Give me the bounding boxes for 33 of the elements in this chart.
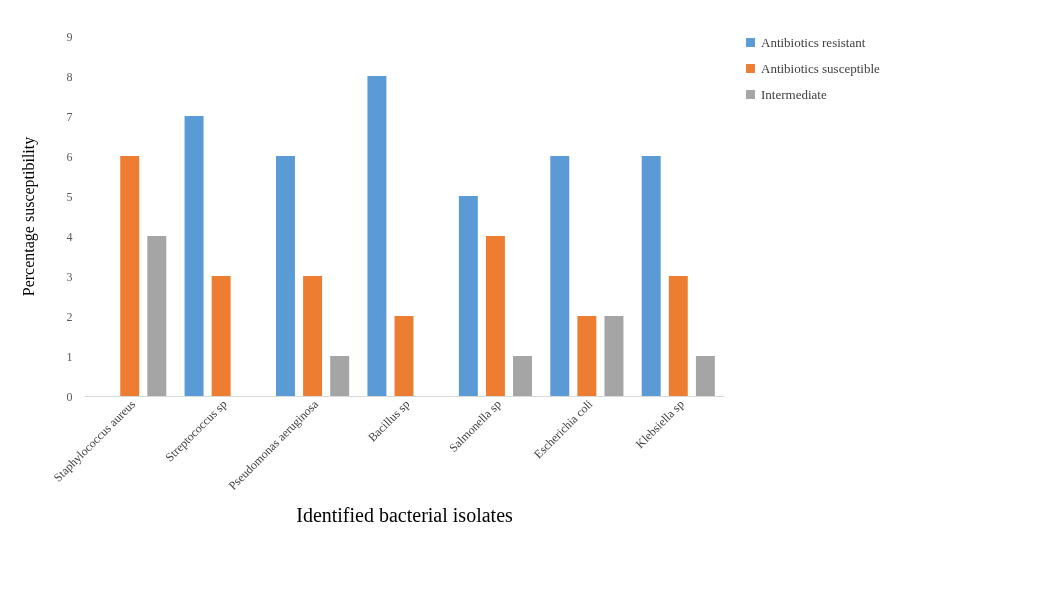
y-tick-label: 0: [66, 389, 73, 404]
x-axis-title: Identified bacterial isolates: [296, 503, 513, 526]
y-tick-label: 4: [66, 229, 73, 244]
bar: [367, 76, 387, 396]
y-tick-label: 3: [66, 269, 73, 284]
bar: [458, 196, 478, 396]
y-tick-label: 5: [66, 189, 73, 204]
bar: [276, 156, 295, 396]
bar: [641, 156, 661, 396]
y-tick-label: 7: [66, 109, 73, 124]
bar: [513, 356, 532, 396]
y-tick-label: 2: [66, 309, 73, 324]
bar: [184, 116, 204, 396]
bar: [604, 316, 624, 396]
bar: [394, 316, 414, 396]
bar: [577, 316, 597, 396]
y-tick-label: 8: [66, 69, 73, 84]
y-axis-title: Percentage susceptibility: [19, 136, 38, 297]
y-tick-label: 9: [66, 29, 73, 44]
bar: [120, 156, 140, 396]
bar: [211, 276, 231, 396]
legend-label: Antibiotics susceptible: [761, 60, 881, 76]
bar: [330, 356, 350, 396]
bar: [668, 276, 688, 396]
legend-label: Antibiotics resistant: [761, 34, 866, 50]
y-tick-label: 1: [66, 349, 73, 364]
bar: [485, 236, 505, 396]
bar: [147, 236, 167, 396]
bar: [695, 356, 715, 396]
bar: [550, 156, 570, 396]
bar: [303, 276, 323, 396]
legend-label: Intermediate: [761, 86, 827, 102]
y-tick-label: 6: [66, 149, 73, 164]
